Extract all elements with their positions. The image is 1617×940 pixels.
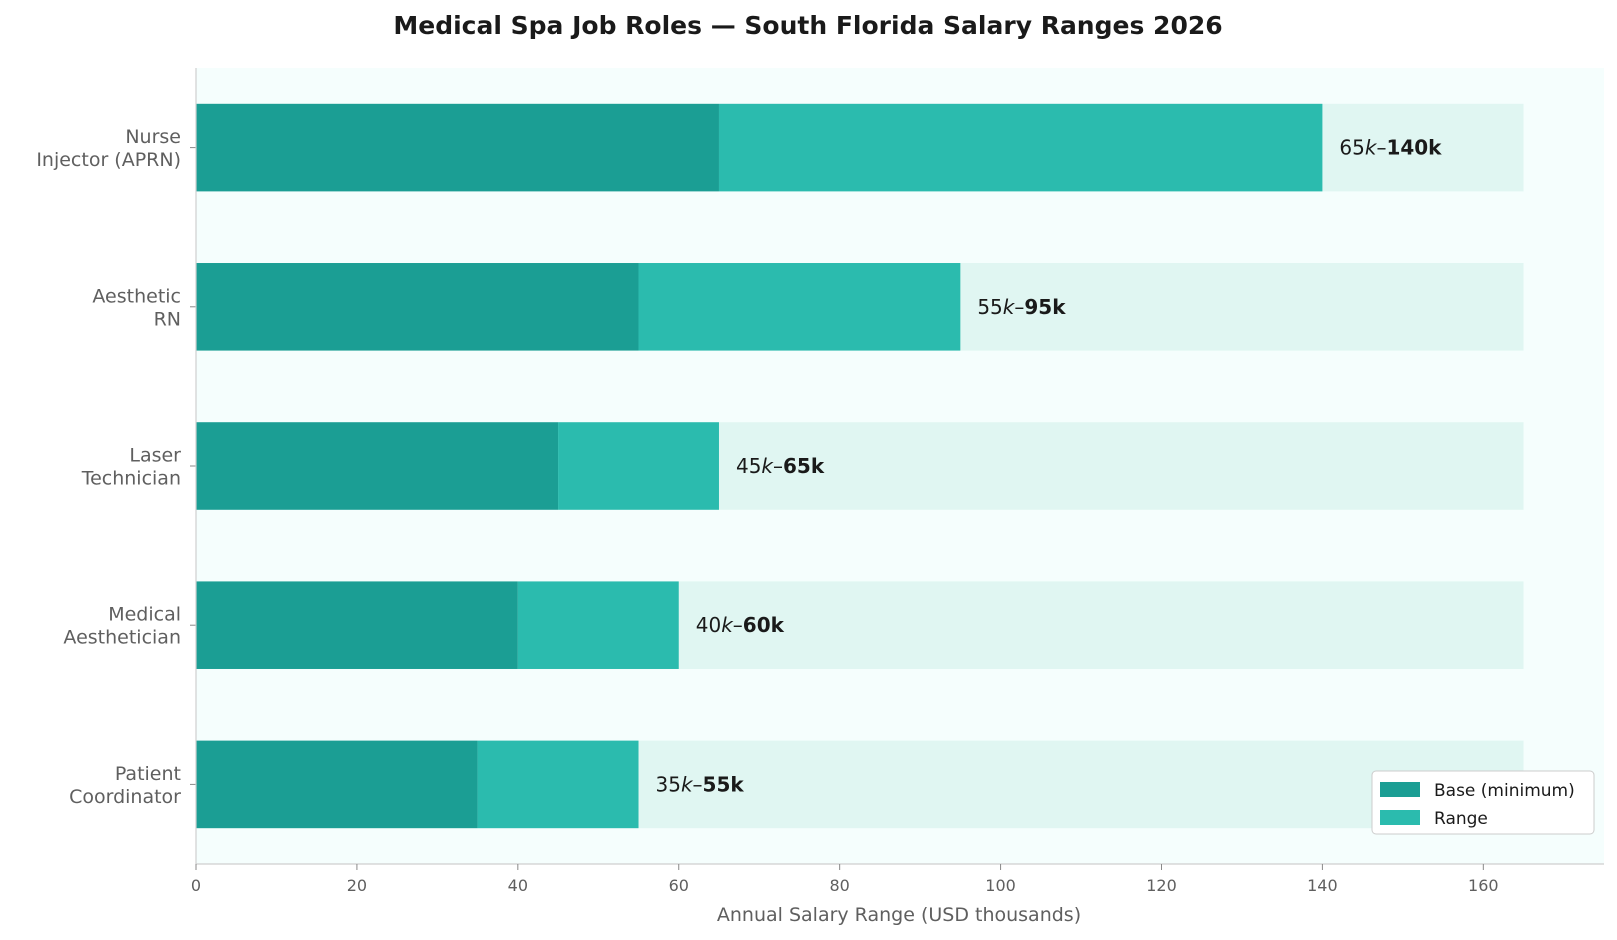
category-label: Aesthetician bbox=[63, 627, 181, 649]
legend-swatch bbox=[1380, 782, 1420, 797]
category-label: Injector (APRN) bbox=[36, 149, 181, 171]
bars bbox=[196, 103, 1323, 829]
x-axis: 0 20 40 60 80 100 120 140 160 bbox=[191, 863, 1604, 895]
x-tick-label: 160 bbox=[1468, 876, 1499, 895]
bar-range bbox=[718, 103, 1323, 192]
x-tick-label: 40 bbox=[508, 876, 528, 895]
data-label: 35k–55k bbox=[656, 772, 745, 796]
category-label: Aesthetic bbox=[92, 285, 181, 307]
bar-base bbox=[196, 740, 478, 829]
data-label: 40k–60k bbox=[696, 613, 785, 637]
bar-base bbox=[196, 263, 639, 351]
x-tick-label: 120 bbox=[1146, 876, 1177, 895]
x-tick-label: 60 bbox=[669, 876, 689, 895]
bar-range bbox=[477, 740, 639, 829]
category-label: RN bbox=[154, 308, 181, 330]
bar-range bbox=[558, 422, 719, 510]
legend-box bbox=[1371, 770, 1595, 835]
legend-label: Range bbox=[1434, 809, 1488, 829]
data-label: 55k–95k bbox=[977, 295, 1066, 319]
chart-title: Medical Spa Job Roles — South Florida Sa… bbox=[393, 11, 1222, 40]
legend-swatch bbox=[1380, 810, 1420, 825]
x-tick-label: 140 bbox=[1307, 876, 1338, 895]
data-labels: 65k–140k 55k–95k 45k–65k 40k–60k 35k–55k bbox=[656, 136, 1443, 797]
bar-range bbox=[517, 581, 679, 669]
category-label: Nurse bbox=[125, 126, 181, 148]
category-label: Technician bbox=[81, 468, 181, 490]
data-label: 65k–140k bbox=[1339, 136, 1442, 160]
category-label: Patient bbox=[115, 763, 181, 785]
data-label: 45k–65k bbox=[736, 454, 825, 478]
category-label: Medical bbox=[108, 604, 181, 626]
legend: Base (minimum) Range bbox=[1371, 770, 1595, 835]
legend-label: Base (minimum) bbox=[1434, 781, 1575, 801]
x-tick-label: 20 bbox=[347, 876, 367, 895]
bar-range bbox=[638, 263, 961, 351]
category-label: Laser bbox=[129, 445, 181, 467]
x-tick-label: 100 bbox=[985, 876, 1016, 895]
x-axis-title: Annual Salary Range (USD thousands) bbox=[717, 904, 1081, 926]
bar-base bbox=[196, 422, 559, 510]
x-tick-label: 80 bbox=[829, 876, 849, 895]
x-tick-label: 0 bbox=[191, 876, 201, 895]
bar-base bbox=[196, 581, 518, 669]
category-label: Coordinator bbox=[69, 786, 181, 808]
bar-base bbox=[196, 103, 719, 192]
